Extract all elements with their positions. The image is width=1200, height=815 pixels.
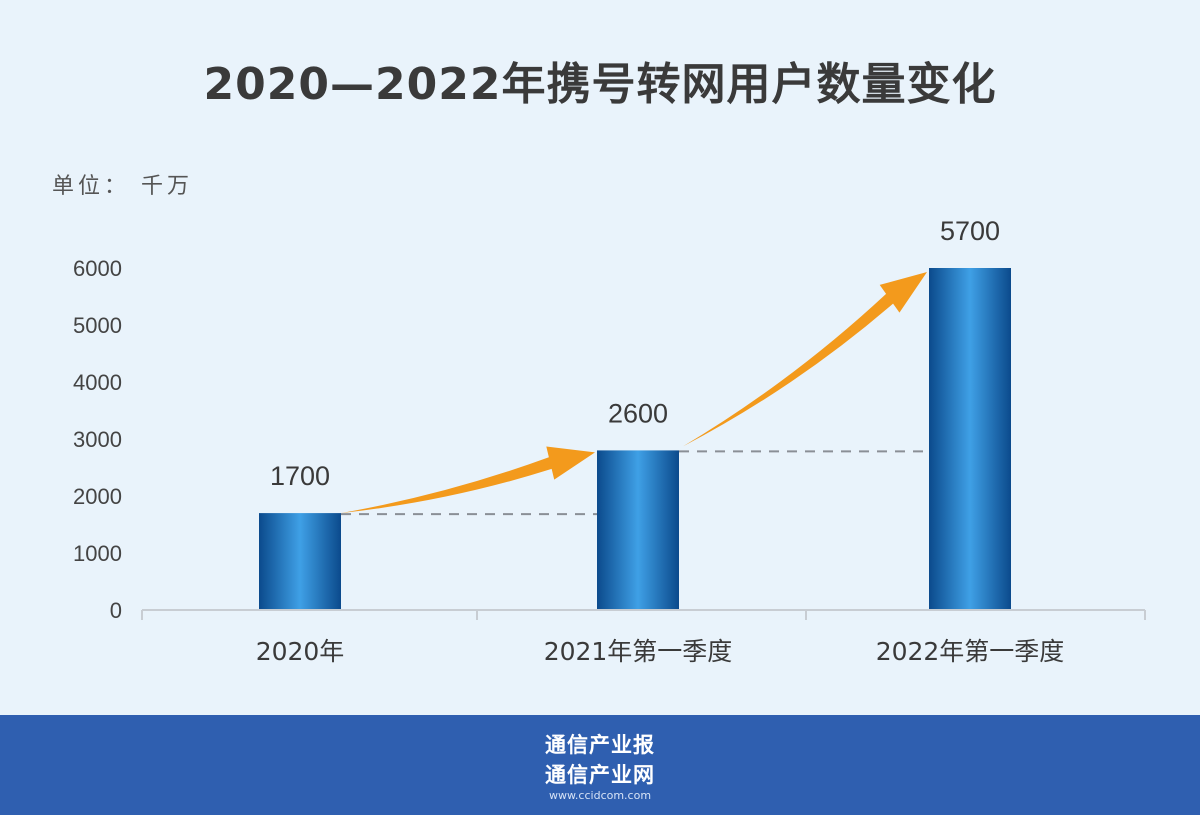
- x-tick-label: 2020年: [256, 637, 345, 666]
- bar-chart: 0 1000 2000 3000 4000 5000 6000 1700 2600 5700 2…: [73, 216, 1146, 666]
- x-tick-label: 2022年第一季度: [876, 637, 1065, 666]
- y-tick-label: 3000: [73, 427, 122, 452]
- y-tick-label: 6000: [73, 256, 122, 281]
- reference-lines: [341, 450, 929, 516]
- growth-arrow: [341, 446, 595, 514]
- data-label: 1700: [270, 461, 330, 491]
- y-tick-label: 1000: [73, 541, 122, 566]
- data-label: 5700: [940, 216, 1000, 246]
- bar: [597, 450, 679, 610]
- growth-arrows: [341, 272, 927, 514]
- bars: [259, 268, 1011, 610]
- bar: [929, 268, 1011, 610]
- footer-banner: 通信产业报 通信产业网 www.ccidcom.com: [0, 715, 1200, 815]
- data-label: 2600: [608, 398, 668, 428]
- y-axis: 0 1000 2000 3000 4000 5000 6000: [73, 256, 122, 623]
- y-tick-label: 4000: [73, 370, 122, 395]
- y-tick-label: 0: [110, 598, 122, 623]
- bar: [259, 513, 341, 610]
- x-tick-label: 2021年第一季度: [544, 637, 733, 666]
- footer-brand-2: 通信产业网: [545, 763, 655, 787]
- unit-label: 单位： 千万: [52, 174, 193, 199]
- footer-brand-1: 通信产业报: [545, 733, 655, 757]
- data-labels: 1700 2600 5700: [270, 216, 1000, 491]
- x-axis: 2020年 2021年第一季度 2022年第一季度: [141, 609, 1146, 666]
- y-tick-label: 5000: [73, 313, 122, 338]
- chart-title: 2020—2022年携号转网用户数量变化: [203, 59, 997, 110]
- y-tick-label: 2000: [73, 484, 122, 509]
- footer-url: www.ccidcom.com: [548, 789, 652, 802]
- growth-arrow: [683, 272, 927, 447]
